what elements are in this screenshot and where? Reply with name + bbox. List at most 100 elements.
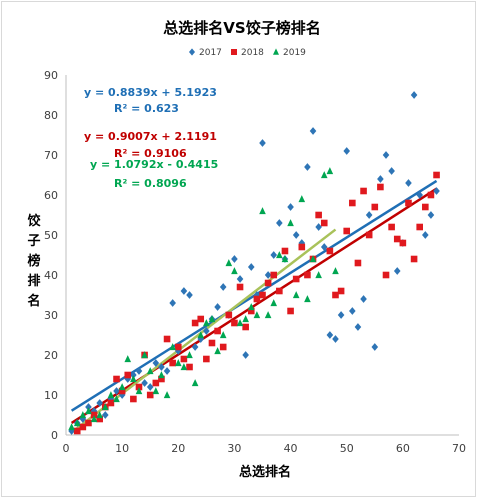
point-2018 [371,203,379,211]
point-2018 [388,223,395,231]
trend-r2-2018: R² = 0.9106 [114,147,187,160]
y-tick-label: 10 [44,389,58,402]
point-2019 [135,387,143,395]
point-2018 [253,295,261,303]
trendline-2018 [70,187,438,424]
point-2019 [163,391,171,399]
point-2019 [208,315,216,323]
trend-equation-2018: y = 0.9007x + 2.1191 [84,130,217,143]
point-2017 [124,375,132,383]
point-2018 [343,227,351,235]
y-tick-label: 40 [44,269,58,282]
point-2019 [130,375,137,383]
y-tick-label: 70 [44,149,58,162]
point-2019 [219,331,227,339]
point-2018 [399,239,407,247]
point-2017 [158,363,165,371]
point-2019 [174,359,182,367]
point-2018 [85,419,92,427]
y-tick-label: 0 [51,429,58,442]
point-2018 [124,371,132,379]
legend-label-2018: 2018 [241,48,264,58]
point-2019 [96,411,103,419]
point-2018 [186,363,193,371]
point-2018 [292,275,300,283]
point-2018 [180,355,188,363]
point-2019 [298,195,306,203]
point-2018 [393,235,401,243]
point-2018 [332,291,339,299]
point-2018 [281,247,289,255]
point-2018 [337,287,345,295]
point-2018 [79,423,87,431]
point-2019 [320,171,328,179]
x-tick-label: 10 [115,442,129,455]
point-2018 [405,199,412,207]
point-2019 [169,343,176,351]
y-tick-label: 80 [44,109,58,122]
point-2019 [264,311,272,319]
point-2017 [320,243,328,251]
point-2017 [219,283,227,291]
point-2018 [259,291,266,299]
point-2017 [377,175,384,183]
point-2017 [118,391,126,399]
point-2018 [152,379,160,387]
point-2018 [422,203,429,211]
point-2017 [304,163,311,171]
point-2019 [276,251,283,259]
trend-equation-2019: y = 1.0792x - 0.4415 [90,158,218,171]
point-2019 [315,271,322,279]
point-2018 [365,231,373,239]
legend: 2017 2018 2019 [189,48,306,58]
x-tick-label: 30 [227,442,241,455]
x-tick-labels: 0 10 20 30 40 50 60 70 [63,442,467,455]
point-2017 [247,263,255,271]
point-2017 [135,367,143,375]
point-2019 [118,383,126,391]
trend-r2-2017: R² = 0.623 [114,102,179,115]
point-2018 [158,375,165,383]
point-2017 [326,331,334,339]
point-2017 [354,323,362,331]
legend-marker-2019 [273,48,279,55]
point-2017 [360,295,367,303]
x-axis-title: 总选排名 [239,464,291,480]
point-2017 [365,211,373,219]
point-2018 [360,187,367,195]
point-2018 [214,327,221,335]
trend-equation-2017: y = 0.8839x + 5.1923 [84,86,217,99]
point-2017 [332,335,339,343]
point-2019 [259,207,266,215]
point-2017 [203,327,210,335]
point-2019 [203,319,210,327]
point-2019 [141,351,148,359]
point-2019 [304,295,311,303]
point-2017 [96,399,103,407]
x-tick-label: 60 [396,442,410,455]
point-2017 [276,219,283,227]
point-2019 [158,371,165,379]
point-2019 [146,367,154,375]
point-2019 [309,255,317,263]
point-2018 [427,191,435,199]
point-2018 [219,343,227,351]
point-2017 [107,395,115,403]
y-tick-label: 90 [44,69,58,82]
point-2017 [264,271,272,279]
point-2018 [146,391,154,399]
x-tick-label: 20 [171,442,185,455]
x-tick-label: 50 [340,442,354,455]
point-2017 [410,91,418,99]
point-2019 [197,331,205,339]
point-2017 [416,191,423,199]
point-2017 [405,179,412,187]
point-2017 [174,347,182,355]
chart-title: 总选排名VS饺子榜排名 [163,19,320,37]
x-tick-label: 40 [284,442,298,455]
point-2017 [130,371,137,379]
point-2017 [180,287,188,295]
trendlines [70,179,438,434]
point-2019 [231,267,238,275]
point-2018 [416,223,423,231]
